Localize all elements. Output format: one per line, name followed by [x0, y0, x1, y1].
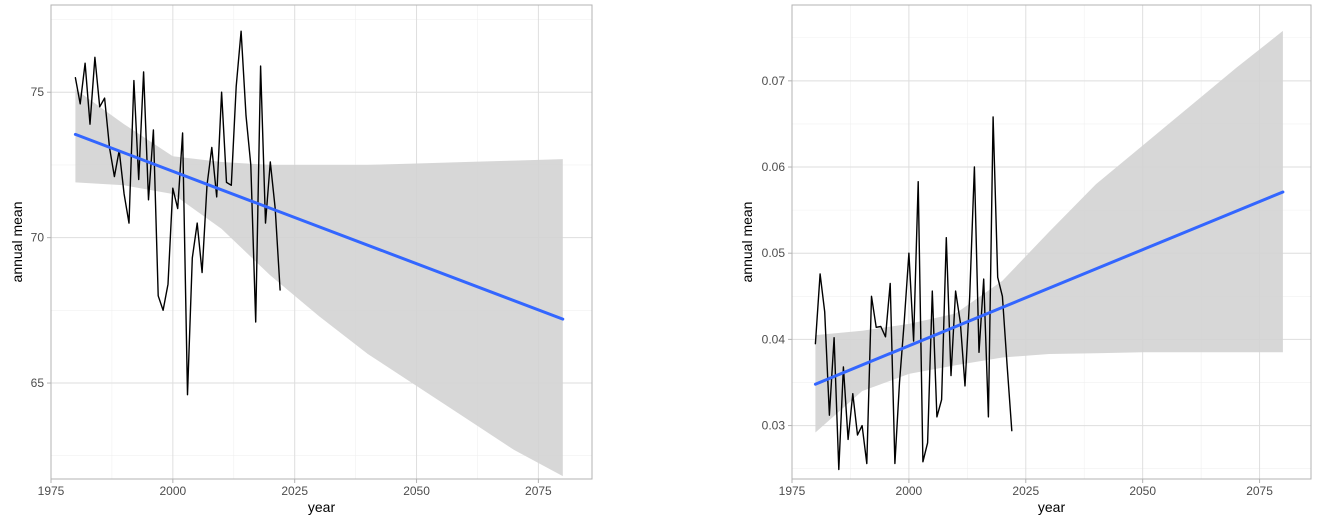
chart-1-confidence-band [75, 89, 563, 477]
chart-2-x-tick-label: 2000 [896, 484, 923, 498]
chart-1-trend-line [73, 132, 565, 321]
chart-2-x-tick-label: 1975 [779, 484, 806, 498]
chart-1-y-axis-title: annual mean [9, 202, 25, 283]
chart-2-observed-line [814, 116, 1013, 471]
chart-1-y-tick-label: 65 [31, 376, 45, 390]
chart-2-y-tick-label: 0.05 [762, 246, 786, 260]
right-chart-panel: 1975 2000 2025 2050 2075 0.03 0.04 0.05 0.06 0.07… [739, 4, 1312, 515]
chart-2-y-tick-label: 0.03 [762, 419, 786, 433]
chart-2-x-axis-title: year [1038, 499, 1066, 515]
chart-2-trend-line [813, 190, 1285, 386]
chart-2-x-tick-label: 2050 [1129, 484, 1156, 498]
chart-1-x-tick-label: 2000 [159, 484, 186, 498]
left-chart-panel: 1975 2000 2025 2050 2075 65 70 75 year annual mea… [9, 4, 593, 515]
chart-1-y-tick-label: 75 [31, 85, 45, 99]
chart-1-y-tick-label: 70 [31, 231, 45, 245]
chart-2-y-tick-label: 0.04 [762, 332, 786, 346]
chart-1-x-axis-title: year [308, 499, 336, 515]
chart-1-panel-border [50, 4, 593, 480]
chart-2-y-tick-label: 0.07 [762, 74, 786, 88]
chart-1-x-tick-label: 2075 [525, 484, 552, 498]
chart-1-x-tick-label: 2025 [281, 484, 308, 498]
chart-2-y-axis-title: annual mean [739, 202, 755, 283]
chart-2-x-tick-label: 2025 [1012, 484, 1039, 498]
chart-2-x-tick-label: 2075 [1246, 484, 1273, 498]
chart-1-x-tick-label: 2050 [403, 484, 430, 498]
chart-2-y-tick-label: 0.06 [762, 160, 786, 174]
chart-2-confidence-band [815, 30, 1283, 433]
chart-2-panel-border [791, 4, 1312, 480]
chart-1-x-tick-label: 1975 [38, 484, 65, 498]
